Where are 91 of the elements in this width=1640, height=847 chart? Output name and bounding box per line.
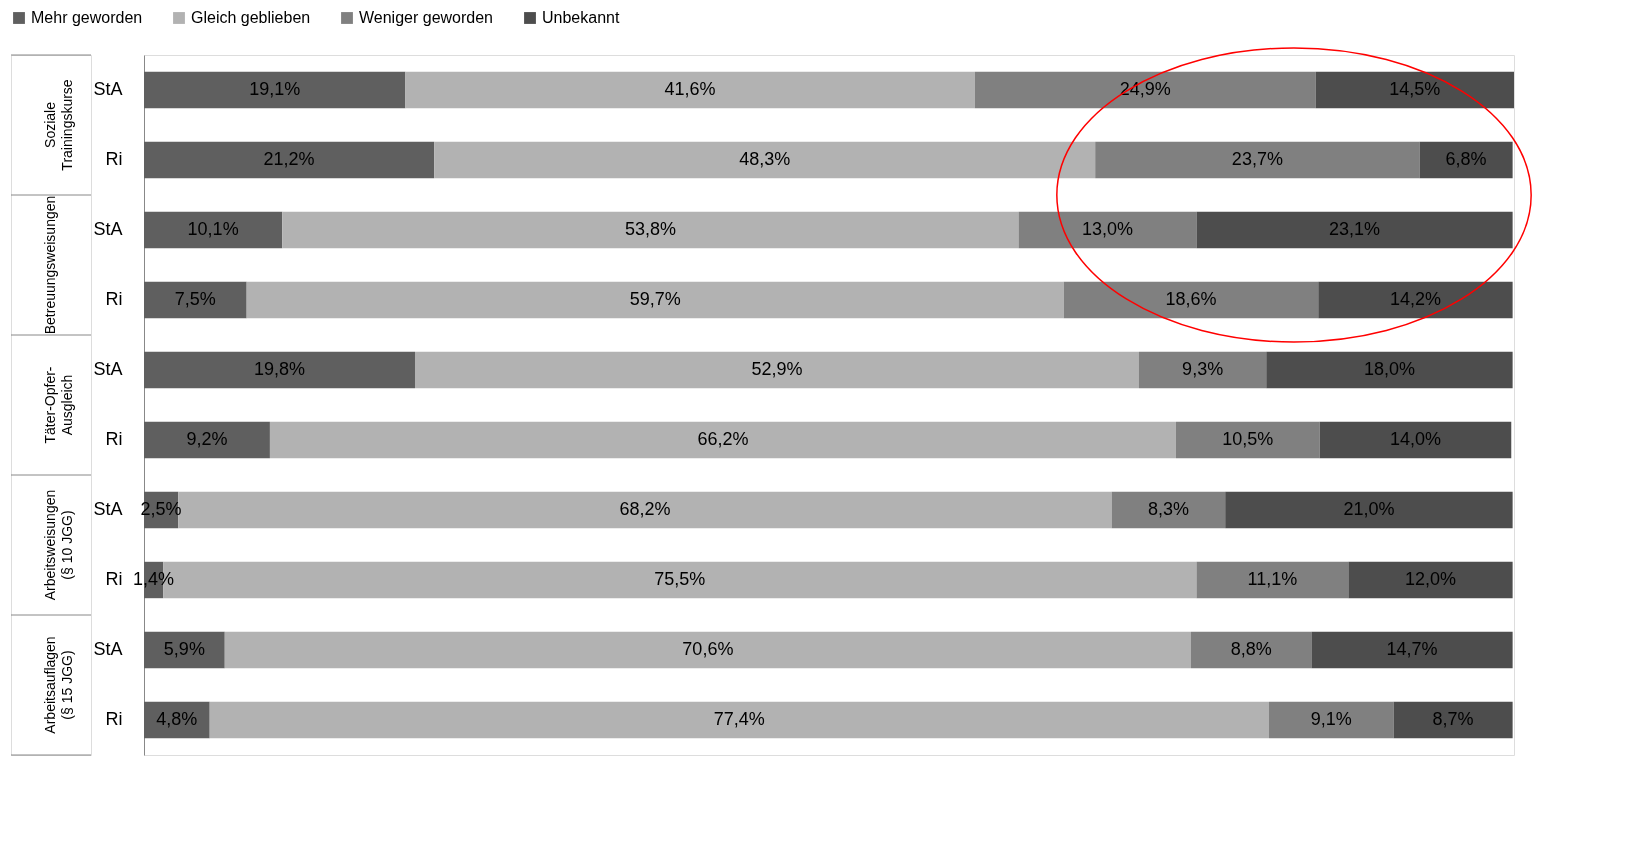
bar bbox=[224, 631, 1191, 669]
data-label: 68,2% bbox=[619, 499, 671, 519]
legend-label: Weniger geworden bbox=[359, 9, 494, 26]
bar bbox=[1018, 211, 1197, 249]
y-tick-label: StA bbox=[93, 79, 123, 99]
bar bbox=[144, 211, 283, 249]
bar bbox=[1063, 281, 1319, 319]
bar bbox=[1266, 351, 1513, 389]
bar bbox=[1348, 561, 1513, 599]
data-label: 6,8% bbox=[1445, 149, 1487, 169]
bar bbox=[144, 281, 247, 319]
legend-label: Unbekannt bbox=[542, 9, 620, 26]
bar bbox=[144, 351, 415, 389]
data-label: 66,2% bbox=[697, 429, 749, 449]
data-label: 11,1% bbox=[1247, 569, 1298, 589]
text: Soziale Trainingskurse bbox=[42, 79, 75, 171]
y-tick-label: StA bbox=[93, 499, 123, 519]
y-tick-label: StA bbox=[93, 359, 123, 379]
data-label: 41,6% bbox=[664, 79, 716, 99]
bar bbox=[1269, 701, 1394, 739]
data-label: 52,9% bbox=[751, 359, 803, 379]
bar bbox=[269, 421, 1176, 459]
data-label: 18,6% bbox=[1165, 289, 1217, 309]
data-label: 18,0% bbox=[1363, 359, 1415, 379]
text: Betreuungsweisungen bbox=[42, 195, 58, 335]
data-label: 21,2% bbox=[263, 149, 315, 169]
bar bbox=[1196, 211, 1513, 249]
data-label: 10,1% bbox=[187, 219, 239, 239]
data-label: 70,6% bbox=[682, 639, 734, 659]
data-label: 8,7% bbox=[1432, 709, 1474, 729]
bar bbox=[1196, 561, 1349, 599]
bar bbox=[282, 211, 1019, 249]
y-tick-label: Ri bbox=[105, 569, 123, 589]
bar bbox=[405, 71, 975, 109]
data-label: 19,1% bbox=[249, 79, 301, 99]
bar bbox=[1139, 351, 1267, 389]
data-label: 9,1% bbox=[1310, 709, 1352, 729]
bar bbox=[1419, 141, 1513, 179]
bar bbox=[1393, 701, 1513, 739]
bar bbox=[414, 351, 1139, 389]
data-label: 8,8% bbox=[1230, 639, 1272, 659]
data-label: 14,2% bbox=[1389, 289, 1441, 309]
data-label: 14,7% bbox=[1386, 639, 1438, 659]
data-label: 10,5% bbox=[1222, 429, 1274, 449]
data-label: 5,9% bbox=[163, 639, 205, 659]
y-tick-label: StA bbox=[93, 219, 123, 239]
bar bbox=[1111, 491, 1226, 529]
bar bbox=[1319, 421, 1512, 459]
text: Arbeitsweisungen (§ 10 JGG) bbox=[42, 489, 75, 601]
y-tick-label: Ri bbox=[105, 429, 123, 449]
bar bbox=[144, 421, 270, 459]
bar bbox=[144, 141, 435, 179]
bar bbox=[1318, 281, 1513, 319]
y-tick-label: Ri bbox=[105, 709, 123, 729]
data-label: 4,8% bbox=[156, 709, 198, 729]
data-label: 14,5% bbox=[1389, 79, 1441, 99]
data-label: 13,0% bbox=[1081, 219, 1134, 239]
data-label: 59,7% bbox=[629, 289, 681, 309]
data-label: 77,4% bbox=[713, 709, 765, 729]
bar bbox=[144, 71, 406, 109]
data-label: 14,0% bbox=[1389, 429, 1441, 449]
data-label: 1,4% bbox=[133, 569, 175, 589]
data-label: 9,3% bbox=[1182, 359, 1224, 379]
bar bbox=[1225, 491, 1513, 529]
data-label: 75,5% bbox=[654, 569, 706, 589]
data-label: 12,0% bbox=[1404, 569, 1457, 589]
bar bbox=[1315, 71, 1514, 109]
bar bbox=[246, 281, 1064, 319]
legend-label: Mehr geworden bbox=[31, 9, 143, 26]
y-tick-label: StA bbox=[93, 639, 123, 659]
data-label: 23,7% bbox=[1231, 149, 1283, 169]
bar bbox=[1191, 631, 1312, 669]
data-label: 7,5% bbox=[174, 289, 216, 309]
bar bbox=[209, 701, 1270, 739]
data-label: 8,3% bbox=[1147, 499, 1189, 519]
data-label: 9,2% bbox=[186, 429, 228, 449]
data-label: 53,8% bbox=[624, 219, 676, 239]
bar bbox=[1311, 631, 1513, 669]
text: Täter-Opfer-Ausgleich bbox=[42, 366, 75, 444]
data-label: 23,1% bbox=[1329, 219, 1381, 239]
y-tick-label: Ri bbox=[105, 149, 123, 169]
data-label: 19,8% bbox=[253, 359, 306, 379]
bar bbox=[1175, 421, 1320, 459]
bar bbox=[434, 141, 1096, 179]
bar bbox=[974, 71, 1316, 109]
legend-label: Gleich geblieben bbox=[191, 9, 311, 26]
bar bbox=[1095, 141, 1420, 179]
data-label: 48,3% bbox=[739, 149, 791, 169]
text: Arbeitsauflagen (§ 15 JGG) bbox=[42, 636, 75, 734]
y-tick-label: Ri bbox=[105, 289, 123, 309]
data-label: 21,0% bbox=[1343, 499, 1395, 519]
